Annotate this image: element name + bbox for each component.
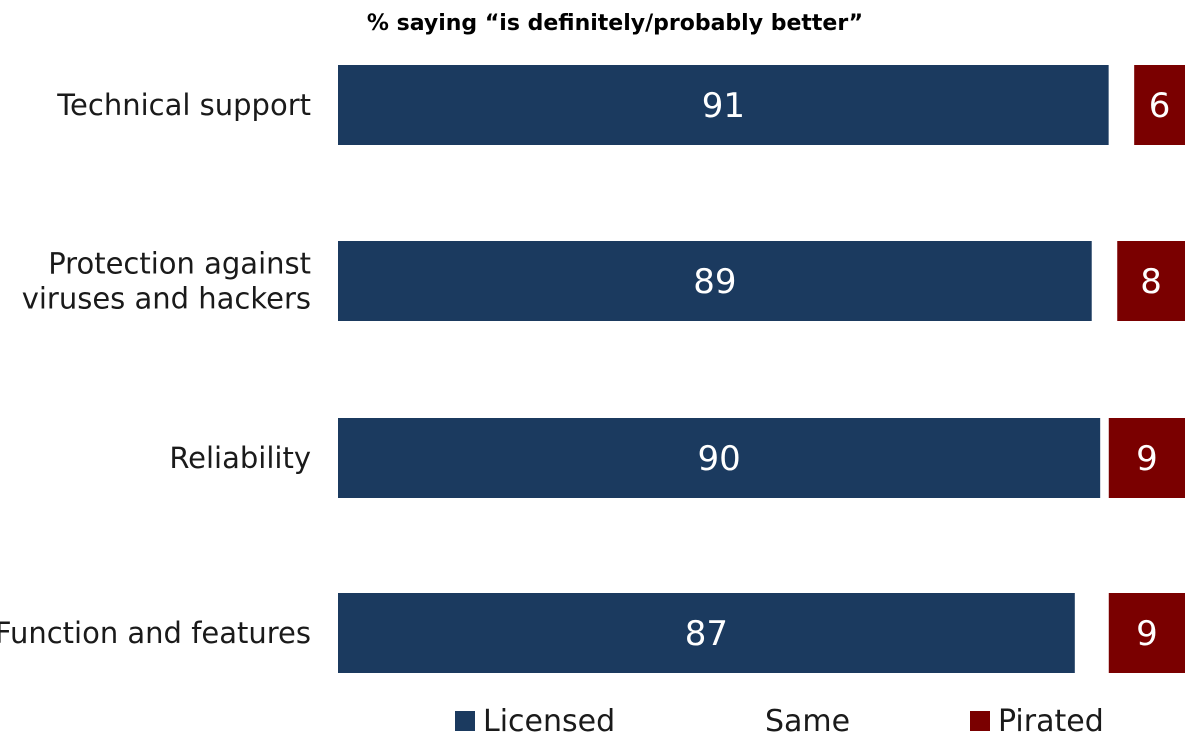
- bar-pirated-reliability: [1108, 418, 1185, 498]
- category-label-technical-support: Technical support: [56, 88, 311, 122]
- bar-pirated-protection-against-viruses-and-hackers: [1117, 241, 1185, 321]
- legend: Licensed Same Pirated: [455, 704, 1104, 735]
- bar-licensed-reliability: [338, 418, 1101, 498]
- bar-licensed-protection-against-viruses-and-hackers: [338, 241, 1092, 321]
- bar-pirated-technical-support: [1134, 65, 1185, 145]
- bar-pirated-function-and-features: [1108, 593, 1185, 673]
- data-label-licensed-reliability: 90: [698, 439, 741, 479]
- bar-licensed-technical-support: [338, 65, 1109, 145]
- value-labels: 91 6 89 8 90 9 87 9: [685, 86, 1171, 654]
- bar-same-reliability: [1100, 418, 1109, 498]
- data-label-pirated-protection-against-viruses-and-hackers: 8: [1140, 262, 1162, 302]
- data-label-pirated-reliability: 9: [1136, 439, 1158, 479]
- bar-same-function-and-features: [1074, 593, 1109, 673]
- category-label-protection-against-viruses-and-hackers: viruses and hackers: [22, 282, 311, 316]
- data-label-licensed-protection-against-viruses-and-hackers: 89: [693, 262, 736, 302]
- category-label-function-and-features: Function and features: [0, 616, 311, 650]
- data-label-pirated-function-and-features: 9: [1136, 614, 1158, 654]
- bar-licensed-function-and-features: [338, 593, 1075, 673]
- legend-swatch-licensed: [455, 711, 475, 731]
- category-label-reliability: Reliability: [169, 441, 311, 475]
- data-label-licensed-technical-support: 91: [702, 86, 745, 126]
- bar-same-protection-against-viruses-and-hackers: [1091, 241, 1118, 321]
- data-label-licensed-function-and-features: 87: [685, 614, 728, 654]
- legend-label-same: Same: [765, 704, 850, 735]
- chart-title: % saying “is definitely/probably better”: [367, 11, 863, 36]
- legend-label-pirated: Pirated: [998, 704, 1104, 735]
- data-label-pirated-technical-support: 6: [1149, 86, 1171, 126]
- category-label-protection-against-viruses-and-hackers: Protection against: [48, 247, 311, 281]
- bars: [338, 65, 1185, 673]
- legend-swatch-pirated: [970, 711, 990, 731]
- legend-label-licensed: Licensed: [483, 704, 615, 735]
- bar-same-technical-support: [1108, 65, 1135, 145]
- category-labels: Technical support Protection againstvirus…: [0, 88, 311, 650]
